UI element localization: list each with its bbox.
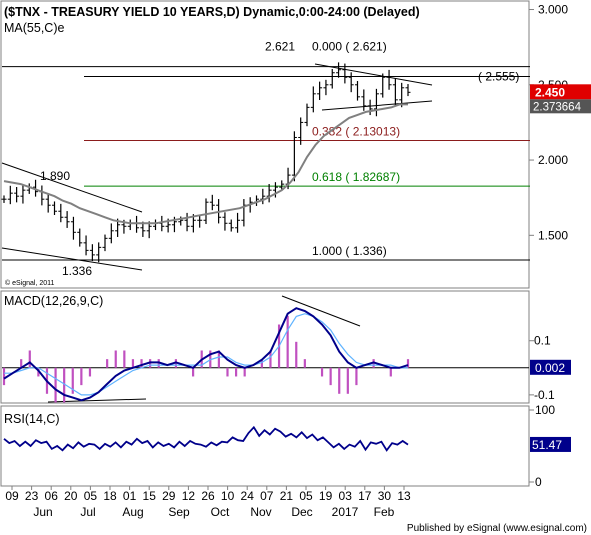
x-tick-month-label: Sep xyxy=(168,505,190,519)
x-tick-month-label: Jul xyxy=(80,505,95,519)
footer-credit: Published by eSignal (www.esignal.com) xyxy=(407,523,587,534)
x-tick-day-label: 10 xyxy=(221,489,235,503)
fib-label-100: 1.000 ( 1.336) xyxy=(312,244,387,258)
x-tick-day-label: 19 xyxy=(319,489,333,503)
price-panel-frame xyxy=(0,0,530,289)
macd-panel-frame xyxy=(0,290,530,404)
x-tick-day-label: 15 xyxy=(143,489,157,503)
x-tick-day-label: 05 xyxy=(299,489,313,503)
x-tick-month-label: Feb xyxy=(374,505,395,519)
x-tick-day-label: 03 xyxy=(339,489,353,503)
rsi-ytick-label: 100 xyxy=(535,403,555,417)
resistance-label: ( 2.555) xyxy=(478,70,519,84)
macd-layer: 0.1 -0.1 0.002 xyxy=(2,295,571,403)
x-tick-day-label: 30 xyxy=(378,489,392,503)
x-tick-day-label: 09 xyxy=(5,489,19,503)
x-tick-month-label: Aug xyxy=(122,505,143,519)
last-ma-badge xyxy=(530,99,591,114)
macd-line xyxy=(3,307,409,402)
macd-ytick-label: 0.1 xyxy=(534,334,551,348)
x-tick-day-label: 05 xyxy=(84,489,98,503)
rsi-value: 51.47 xyxy=(532,438,562,452)
triangle-upper-line xyxy=(314,63,433,86)
macd-ytick-label: -0.1 xyxy=(534,388,555,402)
x-tick-month-label: 2017 xyxy=(332,505,359,519)
macd-title: MACD(12,26,9,C) xyxy=(4,294,103,308)
fib-label-0: 0.000 ( 2.621) xyxy=(312,40,387,54)
x-tick-day-label: 01 xyxy=(123,489,137,503)
x-tick-month-label: Nov xyxy=(250,505,271,519)
price-ytick-label: 2.000 xyxy=(538,153,568,167)
x-tick-day-label: 18 xyxy=(103,489,117,503)
x-tick-day-label: 07 xyxy=(260,489,274,503)
price-ytick-label: 1.500 xyxy=(538,228,568,242)
swing-label-1336: 1.336 xyxy=(62,264,92,278)
x-tick-day-label: 06 xyxy=(45,489,59,503)
rsi-ytick-label: 0 xyxy=(535,475,542,489)
axis-layer: 09 23 06 20 05 18 01 15 29 12 26 10 24 07 21 05 19 03 17 30… xyxy=(5,486,411,519)
x-tick-month-label: Oct xyxy=(211,505,230,519)
trendline-lower-left xyxy=(1,247,143,271)
last-ma-value: 2.373664 xyxy=(533,101,582,113)
rsi-title: RSI(14,C) xyxy=(4,412,60,426)
x-tick-month-label: Jun xyxy=(33,505,52,519)
rsi-value-badge xyxy=(530,436,571,452)
fib-label-382: 0.382 ( 2.13013) xyxy=(312,124,400,138)
x-tick-day-label: 13 xyxy=(397,489,411,503)
last-price-badge xyxy=(530,84,591,100)
rsi-panel-frame xyxy=(0,405,530,487)
last-price-value: 2.450 xyxy=(535,85,565,99)
swing-label-1890: 1.890 xyxy=(40,169,70,183)
x-tick-day-label: 26 xyxy=(201,489,215,503)
macd-divergence-line xyxy=(281,295,361,327)
x-tick-day-label: 12 xyxy=(182,489,196,503)
price-ytick-label: 3.000 xyxy=(538,3,568,17)
macd-signal-line xyxy=(4,313,408,396)
swing-high-label: 2.621 xyxy=(265,40,295,54)
ma-label: MA(55,C)e xyxy=(4,21,64,35)
macd-value-badge xyxy=(530,359,571,375)
x-tick-day-label: 24 xyxy=(241,489,255,503)
rsi-layer: 100 0 51.47 xyxy=(3,403,571,489)
trendline-upper-left xyxy=(1,162,143,213)
moving-average-line xyxy=(3,103,408,225)
x-tick-day-label: 20 xyxy=(64,489,78,503)
esignal-watermark: © eSignal, 2011 xyxy=(5,279,55,287)
x-tick-day-label: 23 xyxy=(25,489,39,503)
x-tick-day-label: 21 xyxy=(280,489,294,503)
macd-value: 0.002 xyxy=(535,361,565,375)
x-tick-month-label: Dec xyxy=(291,505,312,519)
price-chart-title: ($TNX - TREASURY YIELD 10 YEARS,D) Dynam… xyxy=(4,5,420,19)
price-layer: 2.621 0.000 ( 2.621) ( 2.555) 0.382 ( 2.130… xyxy=(1,3,591,278)
macd-support-line xyxy=(47,398,147,403)
fib-label-618: 0.618 ( 1.82687) xyxy=(312,170,400,184)
x-tick-day-label: 17 xyxy=(358,489,372,503)
rsi-line xyxy=(3,425,409,452)
x-tick-day-label: 29 xyxy=(162,489,176,503)
